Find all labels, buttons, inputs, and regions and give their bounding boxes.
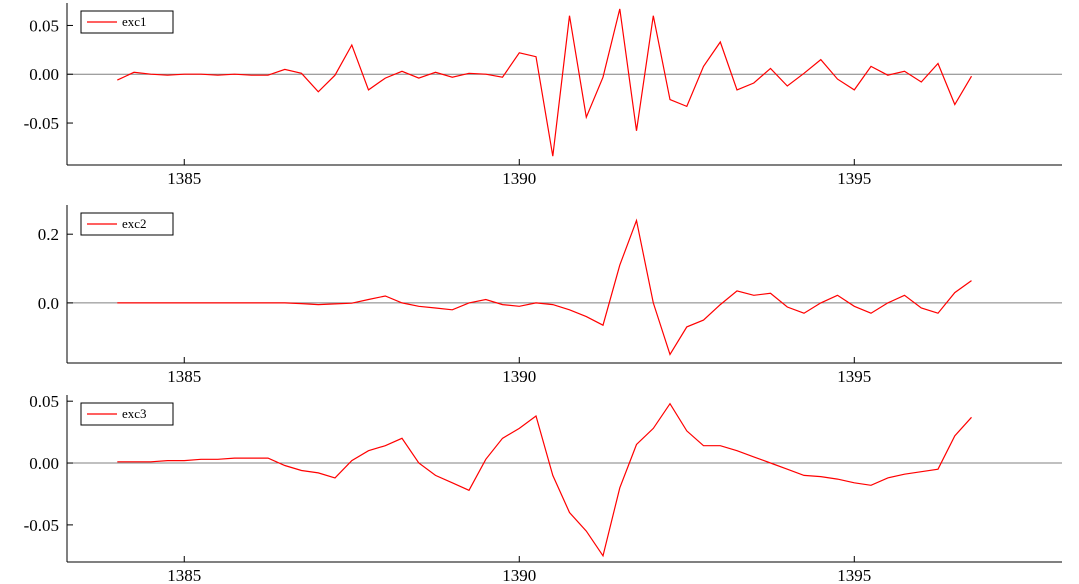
x-tick-label: 1390	[502, 367, 536, 386]
legend-box	[80, 10, 174, 34]
series-line-exc2	[117, 218, 972, 356]
chart-panel-3: 1385 1390 1395 -0.05 0.00 0.05 exc3	[24, 392, 1062, 584]
y-tick-label: 0.00	[29, 454, 59, 473]
legend-label: exc3	[122, 406, 147, 421]
x-tick-label: 1390	[502, 169, 536, 188]
x-tick-label: 1385	[167, 169, 201, 188]
legend-box	[80, 402, 174, 426]
series-line-exc1	[117, 8, 973, 157]
series-line-exc3	[117, 402, 972, 558]
x-tick-label: 1395	[837, 367, 871, 386]
chart-panel-1: 1385 1390 1395 -0.05 0.00 0.05 exc1	[24, 3, 1062, 188]
y-tick-label: -0.05	[24, 114, 59, 133]
y-tick-label: 0.00	[29, 65, 59, 84]
x-tick-label: 1395	[837, 566, 871, 584]
x-tick-label: 1395	[837, 169, 871, 188]
y-tick-label: 0.2	[38, 225, 59, 244]
legend-label: exc1	[122, 14, 147, 29]
legend-label: exc2	[122, 216, 147, 231]
y-tick-label: -0.05	[24, 516, 59, 535]
y-tick-label: 0.0	[38, 294, 59, 313]
legend-box	[80, 212, 174, 236]
y-tick-label: 0.05	[29, 392, 59, 411]
y-tick-label: 0.05	[29, 16, 59, 35]
x-tick-label: 1385	[167, 566, 201, 584]
x-tick-label: 1385	[167, 367, 201, 386]
chart-panel-2: 1385 1390 1395 0.0 0.2 exc2	[38, 205, 1062, 386]
x-tick-label: 1390	[502, 566, 536, 584]
